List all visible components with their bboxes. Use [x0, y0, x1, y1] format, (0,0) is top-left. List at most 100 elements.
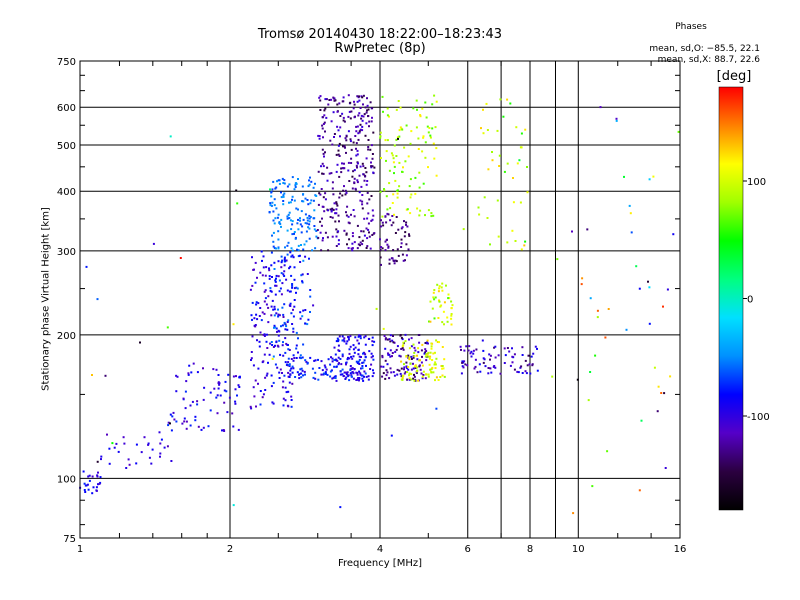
data-point: [403, 220, 405, 223]
data-point: [185, 427, 188, 430]
data-point: [365, 111, 368, 114]
data-point: [476, 371, 479, 374]
data-point: [414, 364, 417, 367]
data-point: [323, 109, 326, 112]
x-tick-label: 2: [227, 544, 233, 555]
data-point: [433, 298, 436, 301]
data-point: [346, 205, 349, 208]
data-point: [250, 357, 253, 360]
data-point: [349, 138, 352, 141]
data-point: [299, 261, 302, 263]
data-point: [599, 106, 602, 109]
data-point: [352, 107, 355, 110]
data-point: [299, 317, 302, 320]
data-point: [498, 165, 501, 167]
data-point: [396, 189, 399, 192]
data-point: [419, 115, 422, 118]
data-point: [263, 353, 266, 356]
data-point: [366, 109, 368, 112]
data-point: [268, 211, 271, 214]
data-point: [513, 368, 516, 371]
data-point: [335, 379, 338, 382]
data-point: [503, 170, 506, 173]
data-point: [427, 342, 429, 345]
data-point: [217, 381, 220, 384]
data-point: [536, 369, 539, 372]
data-point: [277, 275, 280, 278]
data-point: [306, 216, 309, 219]
data-point: [395, 138, 398, 141]
data-point: [371, 344, 374, 347]
data-point: [341, 339, 344, 342]
data-point: [408, 372, 411, 375]
data-point: [384, 139, 387, 142]
data-point: [301, 280, 304, 283]
data-point: [354, 336, 357, 339]
data-point: [274, 344, 276, 347]
data-point: [331, 143, 334, 146]
data-point: [366, 180, 369, 182]
data-point: [424, 377, 427, 380]
data-point: [389, 349, 392, 352]
data-point: [416, 354, 418, 357]
data-point: [296, 248, 298, 251]
data-point: [363, 217, 366, 220]
data-point: [281, 259, 284, 262]
data-point: [232, 323, 235, 326]
data-point: [326, 179, 329, 182]
data-point: [520, 146, 523, 149]
data-point: [306, 219, 309, 222]
data-point: [409, 142, 412, 145]
data-point: [372, 358, 375, 361]
data-point: [358, 174, 361, 177]
data-point: [356, 378, 359, 381]
data-point: [355, 147, 357, 150]
data-point: [290, 255, 293, 258]
data-point: [361, 200, 364, 203]
data-point: [294, 237, 297, 240]
data-point: [331, 187, 334, 190]
data-point: [343, 229, 346, 232]
data-point: [433, 289, 436, 291]
data-point: [281, 372, 283, 374]
data-point: [467, 349, 470, 352]
data-point: [176, 375, 179, 378]
data-point: [432, 291, 435, 294]
data-point: [226, 411, 229, 414]
data-point: [434, 363, 437, 366]
data-point: [282, 380, 285, 383]
data-point: [223, 430, 226, 432]
data-point: [270, 251, 273, 254]
data-point: [408, 338, 410, 341]
data-point: [428, 127, 431, 129]
data-point: [296, 222, 299, 225]
data-point: [419, 209, 422, 212]
data-point: [371, 165, 374, 168]
data-point: [125, 467, 128, 469]
data-point: [263, 312, 266, 315]
data-point: [536, 347, 538, 350]
data-point: [264, 376, 267, 379]
data-point: [364, 106, 367, 109]
data-point: [274, 293, 277, 296]
data-point: [321, 217, 323, 220]
data-point: [307, 203, 310, 206]
data-point: [450, 313, 453, 315]
data-point: [350, 355, 353, 358]
data-point: [395, 216, 398, 218]
data-point: [263, 300, 266, 303]
data-point: [445, 284, 447, 287]
data-point: [461, 365, 464, 368]
data-point: [347, 356, 349, 359]
data-point: [358, 363, 361, 365]
data-point: [331, 357, 334, 360]
data-point: [329, 370, 332, 373]
data-point: [336, 103, 339, 106]
data-point: [394, 350, 397, 353]
data-point: [270, 195, 273, 198]
data-point: [356, 224, 359, 227]
data-point: [265, 340, 268, 343]
data-point: [406, 367, 408, 370]
data-point: [326, 166, 329, 169]
data-point: [183, 420, 186, 423]
